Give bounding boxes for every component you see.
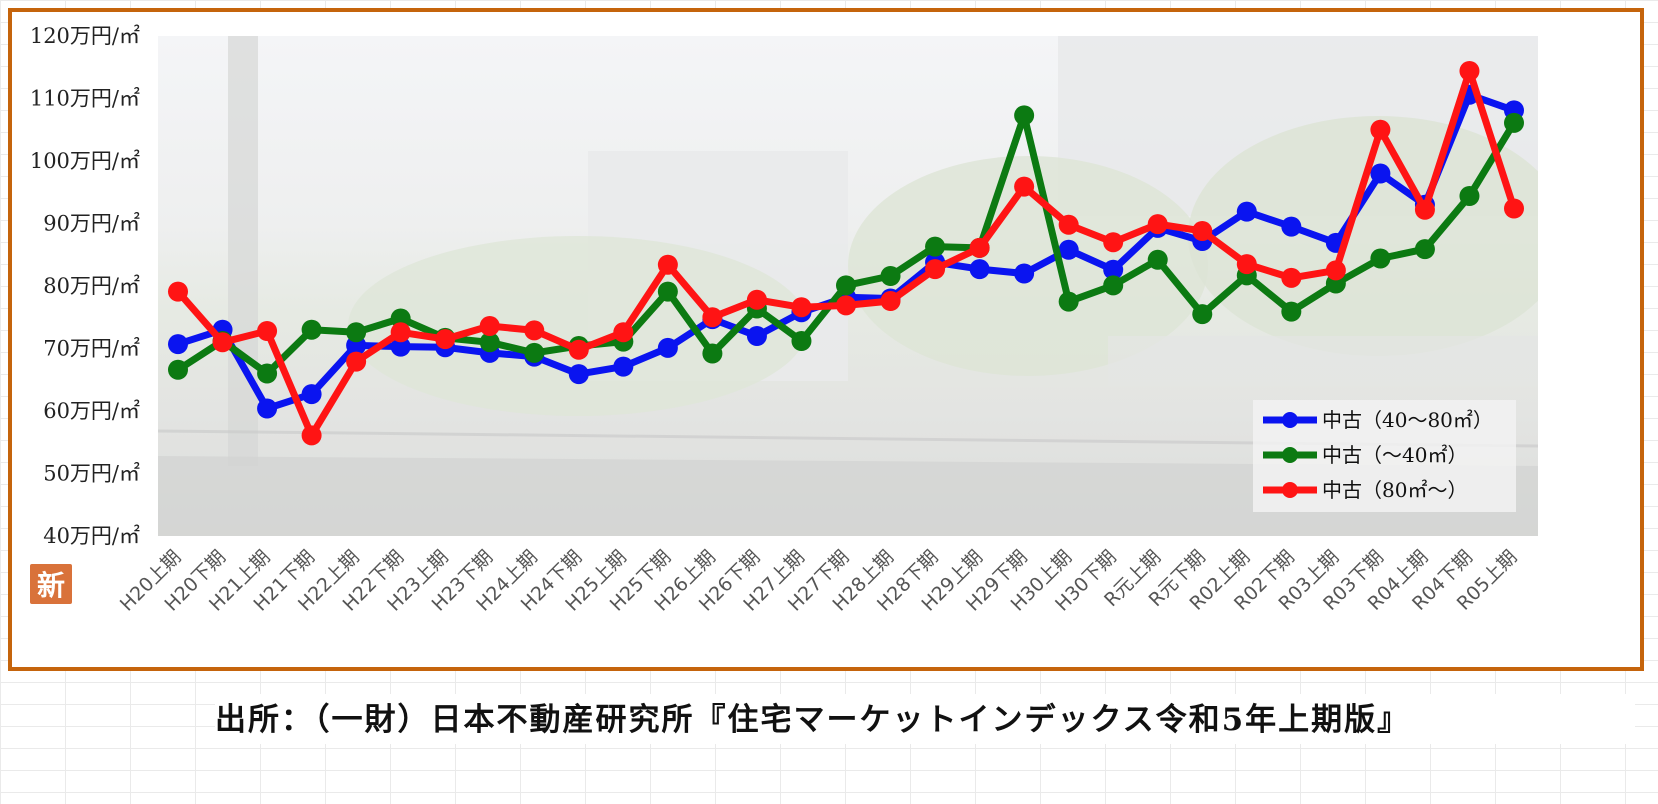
data-point-series-2 xyxy=(1281,301,1302,322)
data-point-series-2 xyxy=(524,342,545,363)
data-point-series-2 xyxy=(390,308,411,329)
data-point-series-3 xyxy=(969,237,990,258)
y-tick-label: 50万円/㎡ xyxy=(43,462,140,486)
new-badge: 新 xyxy=(30,564,72,604)
data-point-series-3 xyxy=(1147,214,1168,235)
data-point-series-1 xyxy=(613,356,634,377)
data-point-series-1 xyxy=(1236,201,1257,222)
data-point-series-3 xyxy=(1459,61,1480,81)
data-point-series-1 xyxy=(568,364,589,385)
data-point-series-3 xyxy=(1370,119,1391,140)
data-point-series-2 xyxy=(925,236,946,257)
data-point-series-3 xyxy=(479,316,500,336)
data-point-series-2 xyxy=(791,331,812,351)
series-line-3 xyxy=(174,67,1518,439)
data-point-series-1 xyxy=(168,334,188,355)
data-point-series-2 xyxy=(301,319,322,340)
data-point-series-1 xyxy=(657,337,678,358)
data-point-series-2 xyxy=(1504,112,1524,133)
data-point-series-2 xyxy=(1014,105,1035,126)
data-point-series-3 xyxy=(168,281,188,302)
y-tick-label: 60万円/㎡ xyxy=(43,399,140,423)
legend-marker-2 xyxy=(1282,447,1298,463)
data-point-series-3 xyxy=(925,259,946,280)
data-point-series-3 xyxy=(390,322,411,343)
y-tick-label: 100万円/㎡ xyxy=(30,149,140,173)
data-point-series-1 xyxy=(1103,259,1124,280)
data-point-series-2 xyxy=(257,363,278,384)
legend-label-1: 中古（40～80㎡） xyxy=(1322,408,1493,432)
data-point-series-3 xyxy=(1325,260,1346,281)
data-point-series-3 xyxy=(1058,214,1079,235)
data-point-series-3 xyxy=(1414,199,1435,220)
legend-label-3: 中古（80㎡～） xyxy=(1322,478,1467,502)
y-tick-label: 110万円/㎡ xyxy=(30,87,140,111)
data-point-series-1 xyxy=(746,326,767,346)
data-point-series-2 xyxy=(479,332,500,353)
data-point-series-1 xyxy=(969,259,990,280)
data-point-series-3 xyxy=(257,321,278,341)
y-tick-label: 120万円/㎡ xyxy=(30,24,140,48)
data-point-series-3 xyxy=(1192,221,1213,241)
data-point-series-3 xyxy=(791,297,812,318)
data-point-series-2 xyxy=(836,275,856,296)
data-point-series-2 xyxy=(1058,291,1079,312)
data-point-series-2 xyxy=(702,343,723,364)
data-point-series-3 xyxy=(1014,176,1035,197)
data-point-series-2 xyxy=(1103,275,1124,296)
data-point-series-3 xyxy=(1103,232,1124,253)
data-point-series-2 xyxy=(346,322,367,343)
data-point-series-2 xyxy=(168,359,188,380)
y-tick-label: 70万円/㎡ xyxy=(43,337,140,361)
data-point-series-1 xyxy=(1014,263,1035,284)
data-point-series-2 xyxy=(1459,186,1480,206)
data-point-series-2 xyxy=(880,266,901,286)
source-caption: 出所：（一財）日本不動産研究所『住宅マーケットインデックス令和5年上期版』 xyxy=(215,694,1635,744)
data-point-series-3 xyxy=(1281,267,1302,288)
data-point-series-2 xyxy=(657,281,678,302)
data-point-series-3 xyxy=(346,351,367,372)
data-point-series-3 xyxy=(657,254,678,275)
data-point-series-3 xyxy=(702,307,723,328)
y-tick-label: 90万円/㎡ xyxy=(43,212,140,236)
data-point-series-1 xyxy=(1370,163,1391,184)
data-point-series-2 xyxy=(1192,304,1213,325)
data-point-series-3 xyxy=(1236,254,1257,275)
data-point-series-2 xyxy=(1414,239,1435,260)
legend-label-2: 中古（～40㎡） xyxy=(1322,443,1467,467)
data-point-series-1 xyxy=(390,336,411,357)
data-point-series-2 xyxy=(1147,249,1168,270)
data-point-series-1 xyxy=(301,384,322,405)
y-tick-label: 80万円/㎡ xyxy=(43,274,140,298)
data-point-series-3 xyxy=(1504,198,1524,219)
data-point-series-3 xyxy=(568,339,589,360)
legend-marker-1 xyxy=(1282,412,1298,428)
legend-marker-3 xyxy=(1282,482,1298,498)
data-point-series-1 xyxy=(257,398,278,419)
data-point-series-3 xyxy=(836,295,856,316)
data-point-series-3 xyxy=(880,291,901,311)
series-line-2 xyxy=(174,111,1518,377)
y-tick-label: 40万円/㎡ xyxy=(43,524,140,548)
data-point-series-3 xyxy=(524,320,545,341)
data-point-series-3 xyxy=(301,425,322,446)
data-point-series-1 xyxy=(1058,239,1079,260)
data-point-series-3 xyxy=(212,332,233,353)
series-line-1 xyxy=(174,91,1518,412)
data-point-series-3 xyxy=(613,322,634,343)
data-point-series-2 xyxy=(1370,248,1391,269)
data-point-series-3 xyxy=(746,289,767,310)
data-point-series-3 xyxy=(435,329,456,350)
data-point-series-1 xyxy=(1281,216,1302,237)
